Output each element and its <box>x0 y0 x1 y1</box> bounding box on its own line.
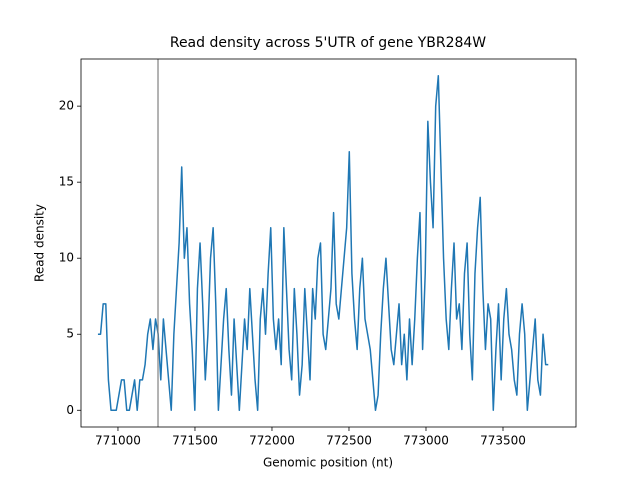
x-tick-label: 773500 <box>480 434 526 448</box>
y-tick-label: 20 <box>59 99 74 113</box>
x-tick-label: 772000 <box>249 434 295 448</box>
x-tick-label: 771000 <box>95 434 141 448</box>
x-axis-label: Genomic position (nt) <box>263 456 393 470</box>
x-tick-label: 773000 <box>403 434 449 448</box>
x-tick-label: 772500 <box>326 434 372 448</box>
y-tick-label: 5 <box>66 327 74 341</box>
plot-frame <box>80 58 577 428</box>
chart-title: Read density across 5'UTR of gene YBR284… <box>170 35 486 51</box>
y-tick-label: 10 <box>59 251 74 265</box>
x-tick-label: 771500 <box>172 434 218 448</box>
y-tick-label: 15 <box>59 175 74 189</box>
data-line <box>97 74 549 412</box>
y-axis-label: Read density <box>33 204 47 282</box>
y-tick-label: 0 <box>66 403 74 417</box>
